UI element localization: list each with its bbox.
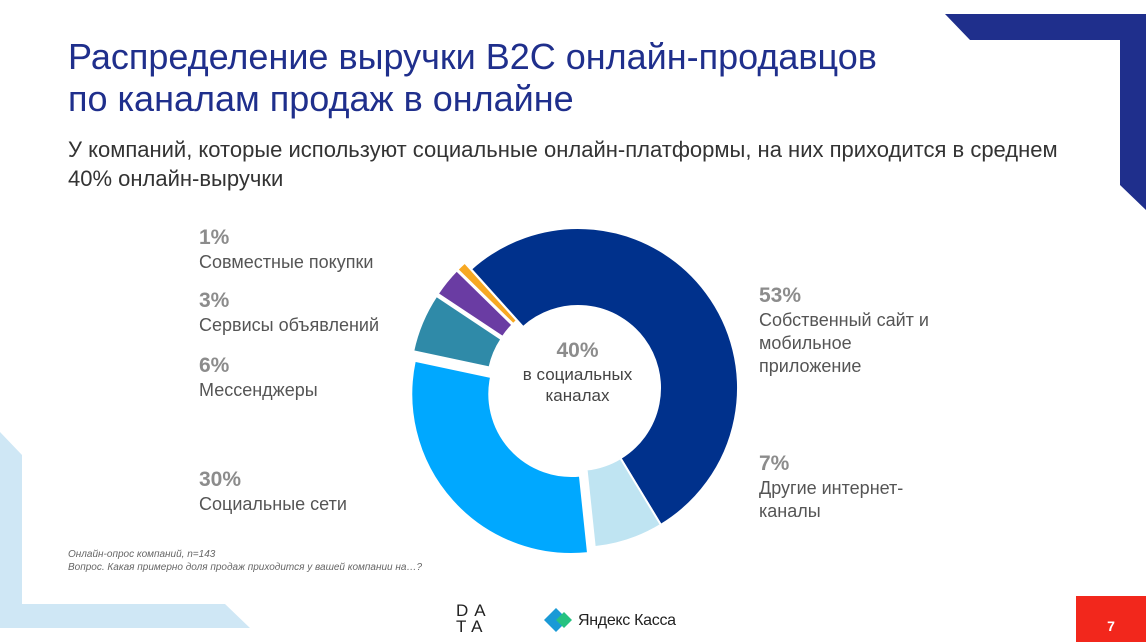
label-own-site: 53% Собственный сайт и мобильное приложе… bbox=[759, 284, 949, 378]
footnote-question: Вопрос. Какая примерно доля продаж прихо… bbox=[68, 562, 422, 573]
data-logo-line-2: TA bbox=[456, 617, 489, 636]
yandex-kassa-logo: Яндекс Касса bbox=[542, 604, 676, 638]
label-messengers: 6% Мессенджеры bbox=[199, 354, 318, 402]
center-percent: 40% bbox=[556, 339, 599, 362]
label-messengers-percent: 6% bbox=[199, 354, 230, 377]
yandex-kassa-text: Яндекс Касса bbox=[578, 612, 676, 629]
data-logo: DA TA bbox=[456, 603, 520, 642]
page-title: Распределение выручки B2C онлайн-продавц… bbox=[68, 36, 1028, 120]
title-line-2: по каналам продаж в онлайне bbox=[68, 78, 574, 119]
label-group-buying: 1% Совместные покупки bbox=[199, 226, 373, 274]
page-subtitle: У компаний, которые используют социальны… bbox=[68, 137, 1058, 191]
label-social-percent: 30% bbox=[199, 468, 242, 491]
yandex-kassa-icon bbox=[544, 608, 572, 632]
label-social: 30% Социальные сети bbox=[199, 468, 347, 516]
label-messengers-name: Мессенджеры bbox=[199, 380, 318, 400]
label-group-buying-percent: 1% bbox=[199, 226, 230, 249]
label-other: 7% Другие интернет-каналы bbox=[759, 452, 949, 523]
donut-slice-2 bbox=[585, 456, 663, 549]
label-own-site-name: Собственный сайт и мобильное приложение bbox=[759, 310, 929, 376]
label-other-percent: 7% bbox=[759, 452, 790, 475]
label-own-site-percent: 53% bbox=[759, 284, 802, 307]
page-number: 7 bbox=[1076, 596, 1146, 642]
label-social-name: Социальные сети bbox=[199, 494, 347, 514]
title-line-1: Распределение выручки B2C онлайн-продавц… bbox=[68, 36, 877, 77]
donut-center-label: 40% в социальных каналах bbox=[500, 340, 655, 406]
label-other-name: Другие интернет-каналы bbox=[759, 478, 904, 521]
label-group-buying-name: Совместные покупки bbox=[199, 252, 374, 272]
center-text: в социальных каналах bbox=[522, 365, 633, 405]
donut-slice-6 bbox=[456, 261, 519, 326]
donut-slice-4 bbox=[412, 294, 503, 369]
label-classifieds-percent: 3% bbox=[199, 289, 230, 312]
footnote: Онлайн-опрос компаний, n=143 Вопрос. Как… bbox=[68, 548, 422, 574]
label-classifieds: 3% Сервисы объявлений bbox=[199, 289, 379, 337]
donut-slice-1 bbox=[469, 227, 739, 527]
label-classifieds-name: Сервисы объявлений bbox=[199, 315, 380, 335]
footnote-sample: Онлайн-опрос компаний, n=143 bbox=[68, 549, 216, 560]
data-logo-line-1: DA bbox=[456, 603, 492, 620]
donut-slice-3 bbox=[410, 359, 590, 555]
donut-slice-5 bbox=[436, 268, 514, 339]
